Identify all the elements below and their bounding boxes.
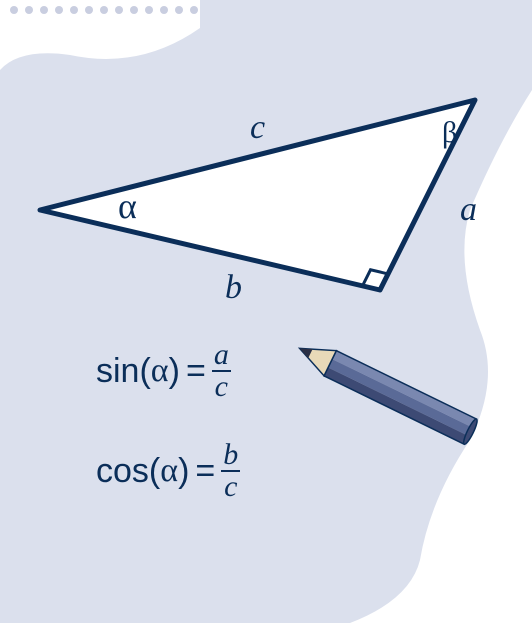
spiral-hole [145, 6, 153, 14]
spiral-hole [130, 6, 138, 14]
formula-sin-denominator: c [213, 372, 230, 402]
formula-sin: sin(α) = a c [96, 340, 231, 402]
spiral-hole [70, 6, 78, 14]
formula-sin-numerator: a [212, 340, 231, 370]
diagram-canvas: αβabc [0, 0, 532, 623]
spiral-hole [100, 6, 108, 14]
spiral-hole [190, 6, 198, 14]
formula-sin-fraction: a c [212, 340, 231, 402]
formula-cos-fraction: b c [221, 440, 240, 502]
paper-background [0, 0, 532, 623]
spiral-hole [40, 6, 48, 14]
angle-beta-label: β [442, 116, 457, 149]
formula-sin-fn: sin [96, 352, 139, 391]
spiral-hole [160, 6, 168, 14]
spiral-hole [85, 6, 93, 14]
formula-cos-arg: α [160, 452, 178, 490]
side-b-label: b [225, 269, 242, 306]
spiral-hole [10, 6, 18, 14]
side-a-label: a [460, 191, 477, 228]
formula-cos-fn: cos [96, 452, 149, 491]
formula-cos-numerator: b [221, 440, 240, 470]
formula-cos-denominator: c [222, 472, 239, 502]
formula-sin-arg: α [151, 352, 169, 390]
spiral-hole [115, 6, 123, 14]
formula-cos: cos(α) = b c [96, 440, 240, 502]
angle-alpha-label: α [118, 186, 137, 226]
side-c-label: c [250, 109, 265, 146]
spiral-hole [55, 6, 63, 14]
spiral-hole [175, 6, 183, 14]
spiral-hole [25, 6, 33, 14]
